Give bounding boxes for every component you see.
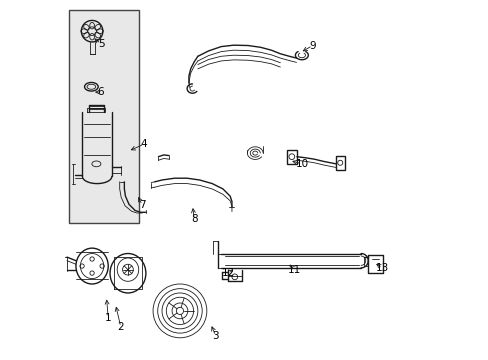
Text: 10: 10 [295,159,308,169]
Text: 13: 13 [375,263,388,273]
Bar [69,10,139,223]
Text: 2: 2 [117,322,124,332]
Text: 11: 11 [287,265,301,275]
Text: 6: 6 [98,87,104,97]
Text: 8: 8 [191,215,197,224]
Text: 12: 12 [221,268,235,278]
Bar [335,156,344,170]
Text: 7: 7 [139,200,145,210]
Text: 4: 4 [141,139,147,149]
Text: 9: 9 [309,41,315,50]
Text: 1: 1 [105,313,111,323]
Text: 5: 5 [98,39,104,49]
Text: 3: 3 [212,331,219,341]
Bar [286,150,296,164]
